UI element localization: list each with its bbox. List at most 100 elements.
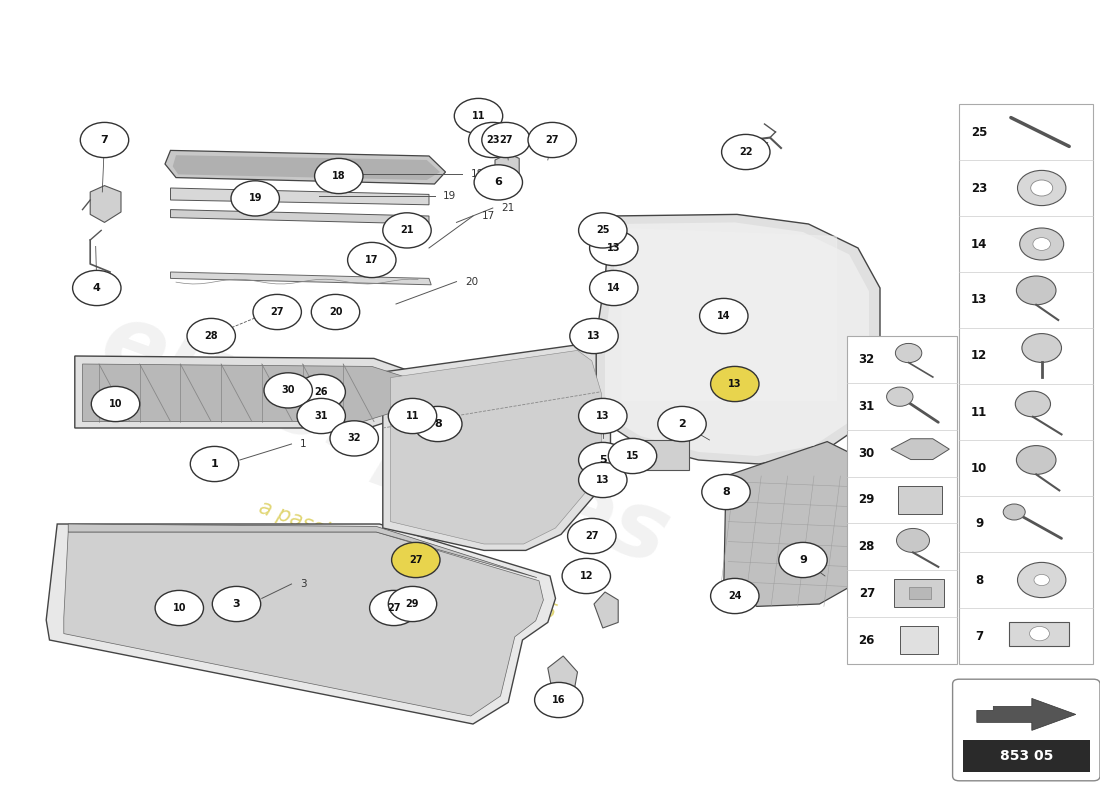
Circle shape [579,398,627,434]
Circle shape [297,374,345,410]
Polygon shape [170,210,429,224]
Text: 7: 7 [100,135,109,145]
Circle shape [896,529,929,553]
Text: 11: 11 [472,111,485,121]
Text: 32: 32 [859,353,874,366]
Circle shape [392,542,440,578]
Polygon shape [390,350,602,544]
Circle shape [80,122,129,158]
Text: 26: 26 [859,634,874,647]
Text: 20: 20 [329,307,342,317]
Circle shape [311,294,360,330]
Text: 20: 20 [465,277,478,286]
Text: 27: 27 [585,531,598,541]
Text: 27: 27 [387,603,400,613]
Circle shape [212,586,261,622]
Text: 30: 30 [282,386,295,395]
Text: 17: 17 [365,255,378,265]
FancyBboxPatch shape [900,626,938,654]
FancyBboxPatch shape [1009,622,1069,646]
Polygon shape [165,150,446,184]
Circle shape [1020,228,1064,260]
FancyBboxPatch shape [898,486,942,514]
Text: 27: 27 [409,555,422,565]
Circle shape [1015,391,1050,417]
FancyBboxPatch shape [959,104,1093,664]
Text: 13: 13 [607,243,620,253]
Text: 27: 27 [271,307,284,317]
Polygon shape [495,154,519,192]
Text: 23: 23 [486,135,499,145]
Circle shape [73,270,121,306]
Polygon shape [891,438,949,459]
Circle shape [469,122,517,158]
Text: 26: 26 [315,387,328,397]
Text: 8: 8 [433,419,442,429]
Text: 21: 21 [400,226,414,235]
Polygon shape [170,272,431,285]
Text: 853 05: 853 05 [1000,749,1053,763]
Circle shape [297,398,345,434]
Text: eurospares: eurospares [88,294,682,586]
Circle shape [1016,446,1056,474]
Text: 28: 28 [859,540,874,554]
Text: 10: 10 [109,399,122,409]
Text: 28: 28 [205,331,218,341]
Text: 4: 4 [92,283,101,293]
Circle shape [187,318,235,354]
Circle shape [590,270,638,306]
Text: 10: 10 [173,603,186,613]
Circle shape [579,213,627,248]
Text: 8: 8 [975,574,983,586]
Text: 14: 14 [971,238,987,250]
Circle shape [700,298,748,334]
Circle shape [570,318,618,354]
Text: 2: 2 [678,419,686,429]
Circle shape [887,387,913,406]
FancyBboxPatch shape [847,336,957,664]
Text: 1: 1 [210,459,219,469]
Text: 5: 5 [600,455,606,465]
Text: 13: 13 [587,331,601,341]
Polygon shape [46,524,556,724]
Text: 31: 31 [859,400,874,413]
Text: 14: 14 [717,311,730,321]
Circle shape [1018,562,1066,598]
Circle shape [590,230,638,266]
Circle shape [190,446,239,482]
Text: 1: 1 [300,439,307,449]
Text: 8: 8 [722,487,730,497]
Text: 13: 13 [728,379,741,389]
Text: 6: 6 [494,178,503,187]
Circle shape [579,462,627,498]
Text: 14: 14 [607,283,620,293]
Circle shape [1003,504,1025,520]
Text: 30: 30 [859,446,874,460]
Circle shape [1018,170,1066,206]
Circle shape [562,558,611,594]
Text: a passion for parts since 1985: a passion for parts since 1985 [255,497,559,623]
Text: 18: 18 [471,170,484,179]
Circle shape [388,398,437,434]
Circle shape [579,442,627,478]
Polygon shape [64,532,543,716]
FancyBboxPatch shape [953,679,1100,781]
Circle shape [895,343,922,362]
Text: 23: 23 [971,182,987,194]
Text: 12: 12 [971,350,987,362]
Text: 27: 27 [859,587,874,600]
Circle shape [1016,276,1056,305]
FancyBboxPatch shape [909,587,931,599]
Circle shape [1031,180,1053,196]
Text: 13: 13 [596,411,609,421]
Circle shape [1034,574,1049,586]
Text: 19: 19 [249,194,262,203]
Circle shape [722,134,770,170]
Text: 29: 29 [859,494,874,506]
Polygon shape [605,222,869,456]
Circle shape [1022,334,1062,362]
Polygon shape [75,356,429,428]
Circle shape [414,406,462,442]
Text: 25: 25 [596,226,609,235]
FancyBboxPatch shape [962,740,1090,772]
